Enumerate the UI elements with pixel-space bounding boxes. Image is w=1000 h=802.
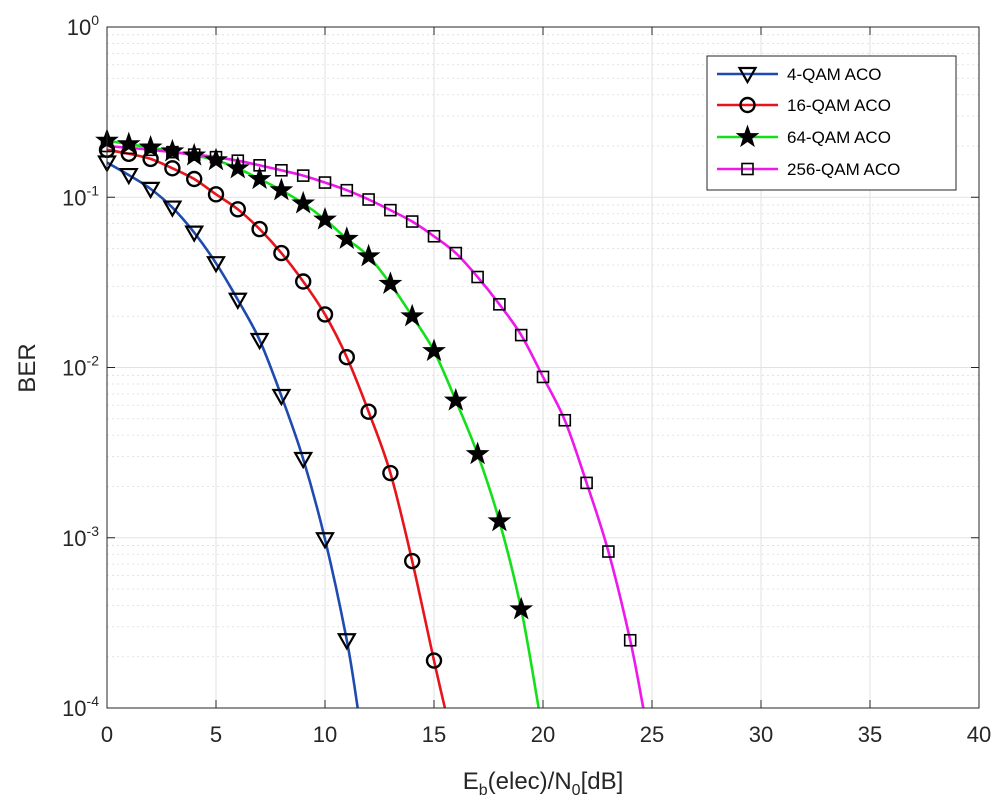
series-marker-2 [229,201,247,218]
legend-label-4: 256-QAM ACO [787,160,900,179]
series-marker-4 [144,143,157,157]
y-tick-label: 10-2 [62,353,99,381]
series-marker-4 [514,328,528,342]
series-markers [95,128,637,669]
axis-ticks [106,26,980,709]
y-tick-label: 10-4 [62,693,99,721]
series-marker-2 [164,160,181,177]
series-marker-4 [384,203,397,217]
series-marker-4 [340,183,354,197]
series-marker-4 [122,141,136,155]
x-tick-label: 15 [422,722,446,747]
series-line-2 [106,148,447,709]
series-marker-1 [271,388,292,407]
legend: 4-QAM ACO 16-QAM ACO 64-QAM ACO 256-QAM ACO [706,55,957,191]
series-marker-3 [443,387,468,411]
series-line-1 [106,161,359,709]
series-marker-4 [209,150,223,164]
series-marker-1 [293,451,314,470]
series-marker-2 [382,464,399,482]
legend-marker-3 [735,124,760,148]
series-marker-4 [296,169,310,182]
series-marker-4 [275,163,288,177]
series-marker-2 [185,170,203,188]
series-marker-4 [362,193,375,206]
series-marker-2 [360,403,377,420]
series-marker-3 [400,303,425,327]
series-marker-2 [207,186,225,203]
y-tick-label: 10-1 [62,182,99,210]
legend-label-1: 4-QAM ACO [787,65,881,84]
series-marker-2 [316,306,334,323]
series-marker-4 [166,145,179,159]
series-marker-3 [160,138,185,162]
series-marker-2 [425,652,443,669]
series-marker-1 [315,532,335,550]
legend-marker-2 [739,96,756,114]
series-marker-4 [405,215,419,228]
series-marker-1 [249,332,270,351]
series-marker-4 [471,270,484,284]
series-marker-4 [449,246,463,260]
series-marker-1 [227,292,248,310]
legend-label-3: 64-QAM ACO [787,128,891,147]
series-marker-4 [536,370,550,384]
legend-label-2: 16-QAM ACO [787,96,891,115]
series-marker-2 [251,220,268,238]
series-marker-1 [206,256,226,274]
series-marker-4 [231,154,245,167]
legend-marker-1 [737,66,758,85]
series-marker-3 [313,206,337,230]
series-marker-3 [356,243,381,267]
x-axis-title: Eb(elec)/N0[dB] [463,768,624,799]
series-marker-2 [295,273,312,290]
series-marker-3 [247,166,272,190]
series-marker-4 [493,298,506,311]
series-marker-4 [253,159,266,172]
series-marker-3 [291,190,316,214]
series-marker-1 [336,633,357,651]
y-tick-label: 100 [67,12,99,40]
series-marker-3 [509,596,534,620]
series-marker-3 [225,155,250,179]
series-marker-3 [334,226,359,249]
series-marker-3 [204,147,228,171]
series-marker-3 [378,271,403,294]
series-marker-1 [162,200,183,218]
x-tick-label: 5 [210,722,222,747]
y-tick-label: 10-3 [62,523,99,551]
series-marker-4 [318,176,332,189]
series-marker-3 [422,338,446,362]
series-marker-4 [558,413,572,427]
series-marker-3 [465,441,490,465]
y-tick-labels: 100 10-1 10-2 10-3 10-4 [62,12,99,721]
series-marker-4 [427,229,441,243]
series-marker-4 [623,633,637,647]
series-marker-4 [580,476,593,490]
series-marker-4 [187,148,201,161]
series-marker-1 [184,225,205,243]
x-tick-label: 35 [858,722,882,747]
series-marker-3 [269,177,294,201]
x-tick-label: 10 [313,722,337,747]
x-tick-label: 25 [640,722,664,747]
y-axis-title: BER [14,343,41,392]
x-tick-label: 40 [967,722,991,747]
series-marker-1 [140,181,161,200]
series-marker-4 [602,545,615,558]
series-marker-2 [404,552,421,570]
x-tick-label: 20 [531,722,555,747]
series-marker-3 [138,134,163,158]
series-marker-1 [118,167,139,186]
series-marker-2 [273,244,290,262]
x-tick-labels: 0 5 10 15 20 25 30 35 40 [101,722,991,747]
series-marker-3 [487,508,512,532]
legend-marker-4 [741,162,754,176]
x-tick-label: 30 [749,722,773,747]
series-marker-2 [338,348,355,366]
x-tick-label: 0 [101,722,113,747]
